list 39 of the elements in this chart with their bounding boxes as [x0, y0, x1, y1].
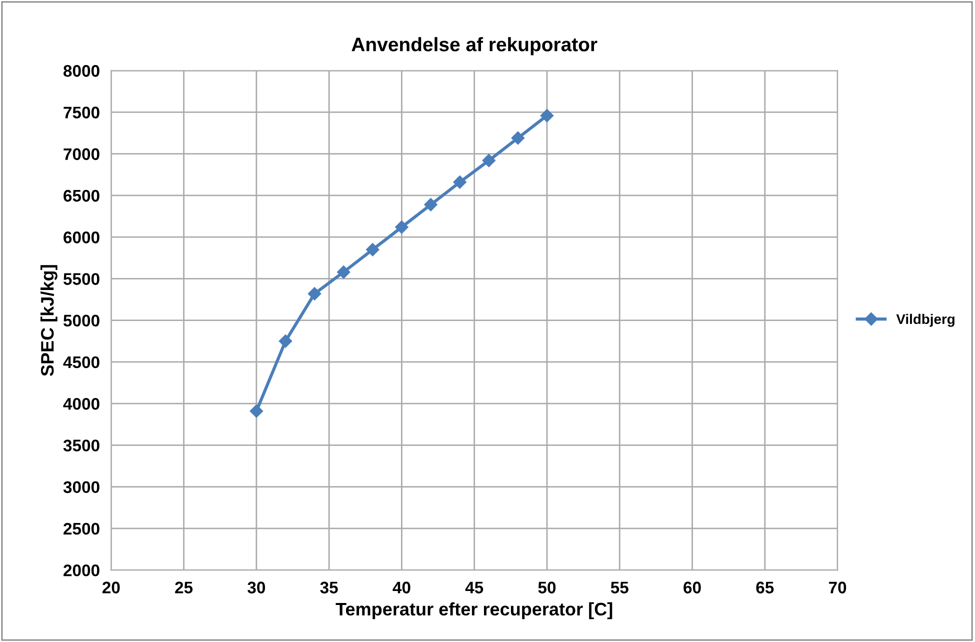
y-tick-label: 7000 — [64, 148, 100, 160]
point — [308, 287, 322, 300]
chart-title: Anvendelse af rekuporator — [352, 37, 598, 56]
y-tick-label: 4000 — [63, 398, 100, 410]
y-tick-label: 8000 — [63, 65, 100, 77]
y-axis-title: SPEC [kJ/kg] — [40, 265, 58, 376]
point — [337, 265, 350, 279]
x-tick-label: 45 — [465, 582, 484, 594]
y-tick-label: 3500 — [63, 440, 100, 452]
point — [540, 108, 554, 122]
legend-label: Vildbjerg — [896, 314, 954, 327]
y-tick-label: 5500 — [63, 273, 100, 285]
point — [395, 220, 408, 234]
x-tick-label: 20 — [102, 582, 120, 594]
x-tick-label: 70 — [828, 582, 846, 594]
y-tick-label: 6000 — [64, 232, 100, 244]
y-tick-label: 2000 — [64, 564, 100, 576]
x-tick-label: 50 — [538, 582, 556, 594]
point — [424, 198, 438, 212]
y-tick-label: 7500 — [64, 106, 100, 118]
y-tick-label: 4500 — [63, 356, 100, 368]
x-tick-label: 40 — [392, 582, 410, 594]
x-tick-label: 30 — [248, 582, 266, 594]
point — [453, 176, 466, 189]
x-tick-label: 55 — [610, 582, 628, 594]
x-axis-title: Temperatur efter recuperator [C] — [336, 602, 612, 620]
x-tick-label: 35 — [320, 582, 338, 594]
x-tick-label: 65 — [756, 582, 774, 594]
x-tick-label: 25 — [175, 582, 193, 594]
point — [250, 404, 264, 418]
y-tick-label: 6500 — [64, 190, 100, 202]
y-tick-label: 5000 — [63, 314, 100, 327]
point — [511, 131, 525, 145]
point — [278, 334, 292, 348]
y-tick-label: 3000 — [63, 481, 100, 494]
x-tick-label: 60 — [684, 582, 701, 594]
point — [366, 243, 380, 256]
point — [482, 154, 496, 168]
y-tick-label: 2500 — [64, 522, 100, 535]
